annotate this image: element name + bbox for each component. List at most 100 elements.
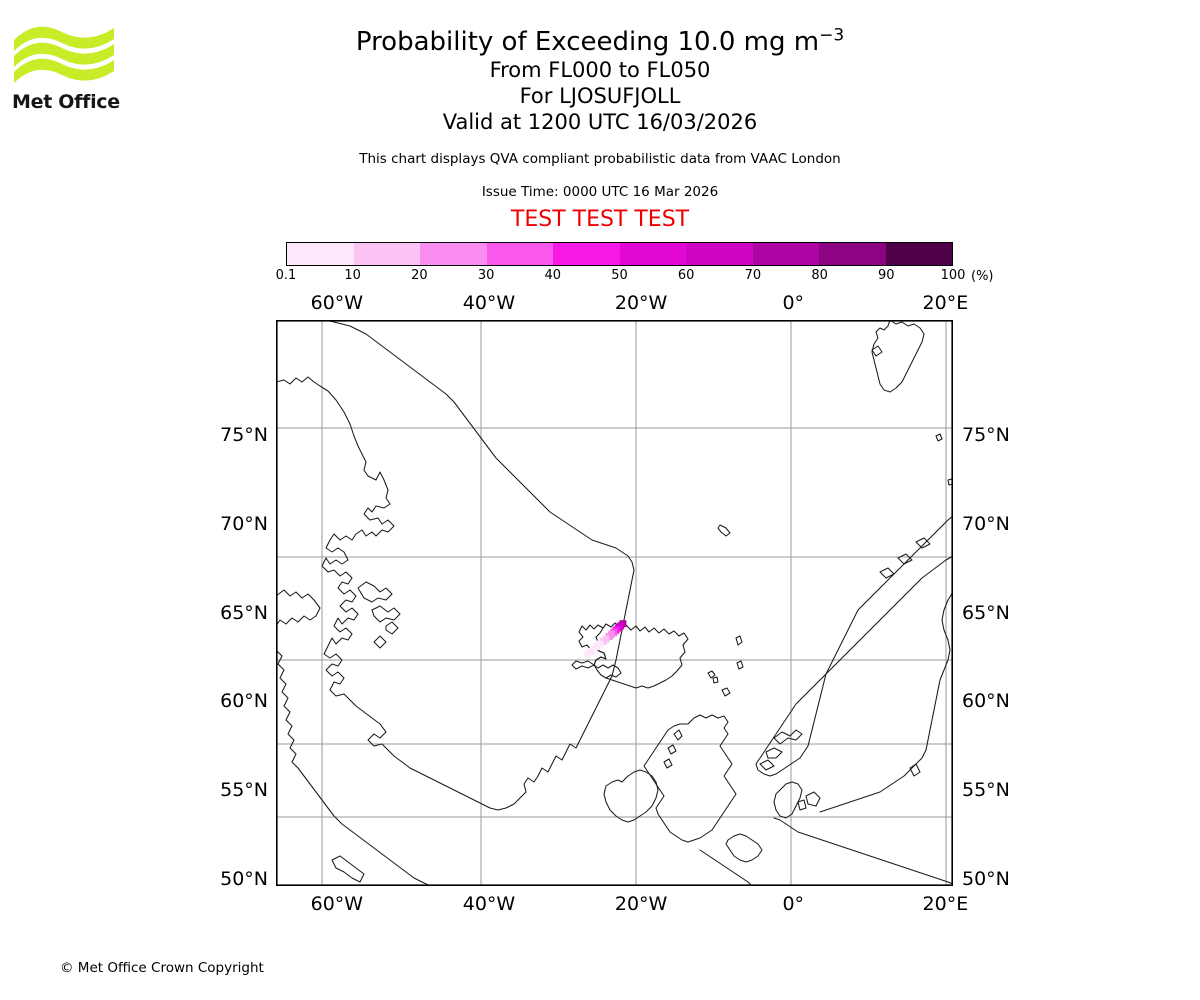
lat-tick-left-70: 70°N <box>220 513 268 536</box>
copyright-footer: © Met Office Crown Copyright <box>60 960 264 976</box>
met-office-logo: Met Office <box>12 22 122 117</box>
map-gridlines <box>276 320 953 886</box>
colorbar-tick-50: 50 <box>611 268 628 283</box>
met-office-wave-icon <box>14 26 114 83</box>
colorbar-band-9 <box>885 243 952 265</box>
coastline-faroes-2 <box>712 676 719 684</box>
colorbar-tick-70: 70 <box>744 268 762 283</box>
coastline-greenland-fjords-4 <box>373 635 387 649</box>
coastline-ireland <box>603 769 659 823</box>
coastline-lofoten-2 <box>897 553 913 565</box>
colorbar-tick-10: 10 <box>344 268 361 283</box>
coastline-small-island-ne <box>947 478 953 486</box>
map-svg <box>276 320 953 886</box>
coastline-newfoundland <box>331 855 365 883</box>
lat-tick-right-60: 60°N <box>962 690 1010 713</box>
coastline-netherlands-germany <box>773 817 953 885</box>
coastline-lofoten-3 <box>915 537 931 549</box>
lon-tick-top-20: 20°E <box>922 292 969 314</box>
page-title-exponent: −3 <box>819 25 845 46</box>
ash-plume-field <box>584 620 627 658</box>
valid-time-label: Valid at 1200 UTC 16/03/2026 <box>442 110 758 134</box>
lat-tick-left-75: 75°N <box>220 424 268 447</box>
colorbar-band-8 <box>819 243 886 265</box>
coastline-great-britain <box>643 714 737 843</box>
colorbar-band-7 <box>752 243 819 265</box>
coastline-denmark <box>773 781 803 819</box>
coastline-jan-mayen <box>717 524 731 537</box>
lon-tick-bottom-0: 0° <box>782 893 805 915</box>
coastline-canada-baffin <box>276 589 321 627</box>
lat-tick-left-60: 60°N <box>220 690 268 713</box>
colorbar-tick-90: 90 <box>878 268 895 283</box>
lon-tick-bottom--20: 20°W <box>614 893 668 915</box>
coastline-shetland-2 <box>736 660 744 670</box>
lat-tick-left-55: 55°N <box>220 779 268 802</box>
lat-tick-right-70: 70°N <box>962 513 1010 536</box>
lon-tick-top-0: 0° <box>782 292 805 314</box>
coastline-hebrides-2 <box>667 744 677 755</box>
lon-tick-top--20: 20°W <box>614 292 668 314</box>
colorbar-tick-labels: 0.1 10 20 30 40 50 60 70 80 90 100 <box>0 268 1200 286</box>
coastline-scandinavia <box>755 515 953 777</box>
lat-tick-right-55: 55°N <box>962 779 1010 802</box>
coastline-denmark-zealand <box>805 791 821 807</box>
coastline-bothnia <box>819 591 953 813</box>
page-title-text: Probability of Exceeding 10.0 mg m <box>355 27 820 57</box>
coastline-svalbard <box>871 320 925 393</box>
colorbar-bands <box>286 242 953 266</box>
lon-tick-bottom--40: 40°W <box>462 893 516 915</box>
colorbar-tick-80: 80 <box>811 268 828 283</box>
coastline-canada-labrador <box>276 649 431 886</box>
lon-tick-top--60: 60°W <box>310 292 364 314</box>
lon-tick-bottom--60: 60°W <box>310 893 364 915</box>
colorbar-tick-100: 100 <box>940 268 966 283</box>
coastline-orkney <box>721 687 731 697</box>
lat-tick-left-65: 65°N <box>220 601 268 624</box>
coastlines <box>276 320 953 886</box>
met-office-wordmark: Met Office <box>12 91 120 113</box>
colorbar-tick-60: 60 <box>677 268 695 283</box>
coastline-faroes <box>707 670 716 679</box>
map-panel[interactable] <box>276 320 953 886</box>
coastline-low-countries <box>725 833 763 863</box>
colorbar-tick-20: 20 <box>411 268 428 283</box>
coastline-norway-fjords-3 <box>759 759 775 771</box>
probability-colorbar <box>286 242 953 266</box>
coastline-lofoten <box>879 567 895 579</box>
volcano-label: For LJOSUFJOLL <box>519 84 681 108</box>
coastline-iceland-westfjords <box>578 624 622 679</box>
coastline-greenland-fjords-3 <box>385 621 399 635</box>
colorbar-band-6 <box>686 243 753 265</box>
test-banner: TEST TEST TEST <box>510 207 690 232</box>
coastline-norway-fjords-2 <box>765 747 783 759</box>
lon-tick-top--40: 40°W <box>462 292 516 314</box>
coastline-svalbard-2 <box>871 345 883 357</box>
coastline-shetland <box>735 635 743 646</box>
lat-tick-right-50: 50°N <box>962 867 1010 890</box>
colorbar-band-3 <box>486 243 553 265</box>
colorbar-band-1 <box>353 243 420 265</box>
map-frame <box>276 320 953 886</box>
chart-title-block: Probability of Exceeding 10.0 mg m−3 Fro… <box>0 0 1200 233</box>
colorbar-unit-label: (%) <box>971 269 994 284</box>
coastline-gotland <box>909 763 921 777</box>
issue-time-label: Issue Time: 0000 UTC 16 Mar 2026 <box>481 184 719 200</box>
colorbar-tick-40: 40 <box>544 268 562 283</box>
coastline-norway-fjords <box>773 729 803 745</box>
coastline-france-north <box>699 849 753 886</box>
lat-tick-right-75: 75°N <box>962 424 1010 447</box>
qva-note: This chart displays QVA compliant probab… <box>359 151 841 167</box>
lat-tick-right-65: 65°N <box>962 601 1010 624</box>
colorbar-tick-30: 30 <box>477 268 495 283</box>
colorbar-band-2 <box>420 243 487 265</box>
coastline-iceland-reykjanes <box>571 660 595 670</box>
lon-tick-bottom-20: 20°E <box>922 893 969 915</box>
coastline-bear-island <box>935 433 943 442</box>
coastline-greenland-fjords <box>357 581 393 603</box>
flight-level-label: From FL000 to FL050 <box>489 58 711 82</box>
colorbar-band-0 <box>287 243 354 265</box>
coastline-hebrides-3 <box>663 758 673 769</box>
coastline-greenland-fjords-2 <box>371 605 401 623</box>
lat-tick-left-50: 50°N <box>220 867 268 890</box>
